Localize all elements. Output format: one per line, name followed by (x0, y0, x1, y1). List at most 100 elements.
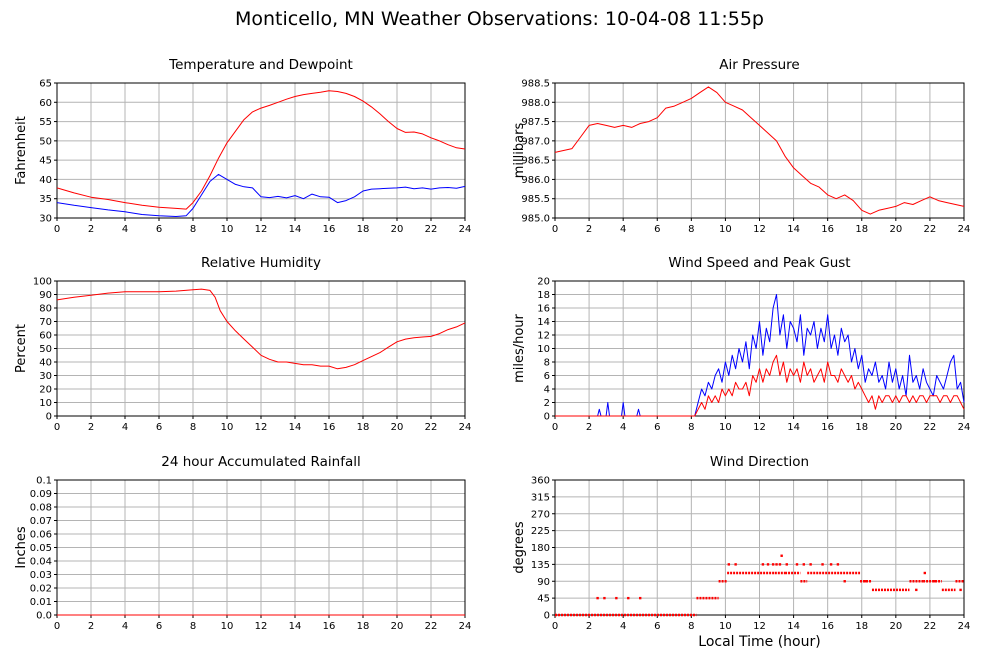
pressure-ytick-label: 985.5 (521, 194, 550, 205)
pressure-title: Air Pressure (719, 57, 799, 73)
direction-ytick-label: 360 (531, 476, 550, 487)
pressure-xtick-label: 8 (688, 224, 694, 235)
direction-point (766, 563, 770, 566)
direction-point (802, 563, 806, 566)
direction-point (596, 596, 599, 600)
humidity-xtick-label: 2 (88, 422, 94, 433)
pressure-series-line-0 (554, 86, 965, 215)
humidity-xtick-label: 24 (459, 422, 472, 433)
direction-ytick-label: 45 (537, 594, 550, 605)
wind-xtick-label: 0 (552, 422, 558, 433)
wind-xtick-label: 8 (688, 422, 694, 433)
wind-xtick-label: 18 (855, 422, 868, 433)
temperature-ytick-label: 60 (39, 98, 52, 109)
rainfall-ytick-label: 0.08 (30, 503, 52, 514)
wind-chart: 0 2 4 6 8 10 12 14 16 18 20 22 2402468101214161820Wi… (512, 255, 970, 433)
humidity-xtick-label: 14 (289, 422, 302, 433)
rainfall-xtick-label: 18 (357, 621, 370, 632)
direction-point (959, 588, 962, 592)
wind-series-line-1 (555, 354, 965, 417)
direction-xtick-label: 12 (753, 621, 766, 632)
direction-ytick-label: 0 (544, 611, 550, 622)
rainfall-xtick-label: 6 (156, 621, 162, 632)
temperature-xtick-label: 18 (357, 224, 370, 235)
wind-ytick-label: 0 (544, 412, 550, 423)
pressure-xtick-label: 14 (787, 224, 800, 235)
humidity-frame (56, 280, 466, 417)
direction-xtick-label: 14 (787, 621, 800, 632)
temperature-xtick-label: 16 (323, 224, 336, 235)
pressure-xtick-label: 18 (855, 224, 868, 235)
rainfall-ytick-label: 0.1 (36, 476, 52, 487)
temperature-title: Temperature and Dewpoint (168, 57, 353, 73)
temperature-xtick-label: 24 (459, 224, 472, 235)
temperature-ytick-label: 50 (39, 136, 52, 147)
wind-xtick-label: 22 (924, 422, 937, 433)
humidity-xtick-label: 20 (391, 422, 404, 433)
rainfall-xtick-label: 22 (425, 621, 438, 632)
temperature-y-axis-label: Fahrenheit (14, 116, 29, 185)
rainfall-xtick-label: 8 (190, 621, 196, 632)
pressure-xtick-label: 16 (821, 224, 834, 235)
wind-xtick-label: 10 (719, 422, 732, 433)
direction-point (809, 563, 812, 566)
humidity-xtick-label: 6 (156, 422, 162, 433)
pressure-xtick-label: 24 (958, 224, 971, 235)
humidity-xtick-label: 16 (323, 422, 336, 433)
humidity-ytick-label: 10 (39, 398, 52, 409)
direction-point (843, 580, 846, 583)
wind-ytick-label: 6 (544, 371, 550, 382)
humidity-ytick-label: 70 (39, 317, 52, 328)
temperature-xtick-label: 2 (88, 224, 94, 235)
direction-point (795, 563, 799, 566)
x-axis-label: Local Time (hour) (698, 634, 821, 650)
wind-xtick-label: 14 (787, 422, 800, 433)
temperature-xtick-label: 22 (425, 224, 438, 235)
wind-ytick-label: 18 (537, 290, 550, 301)
rainfall-chart: 0 2 4 6 8 10 12 14 16 18 20 22 240.00.010.020.030.04… (14, 454, 471, 632)
humidity-xtick-label: 4 (122, 422, 128, 433)
temperature-xtick-label: 10 (221, 224, 234, 235)
humidity-series-line-0 (56, 288, 466, 370)
pressure-xtick-label: 12 (753, 224, 766, 235)
direction-point (627, 596, 630, 600)
pressure-ytick-label: 987.5 (521, 117, 550, 128)
page-title: Monticello, MN Weather Observations: 10-… (234, 8, 764, 30)
humidity-ytick-label: 0 (46, 412, 52, 423)
rainfall-xtick-label: 24 (459, 621, 472, 632)
pressure-chart: 0 2 4 6 8 10 12 14 16 18 20 22 24985.0985.5986.0986.… (512, 57, 970, 235)
humidity-xtick-label: 18 (357, 422, 370, 433)
direction-point (603, 596, 606, 600)
rainfall-xtick-label: 0 (54, 621, 60, 632)
humidity-title: Relative Humidity (201, 255, 321, 271)
temperature-ytick-label: 45 (39, 156, 52, 167)
wind-xtick-label: 24 (958, 422, 971, 433)
humidity-y-axis-label: Percent (14, 324, 29, 373)
rainfall-ytick-label: 0.03 (30, 570, 52, 581)
rainfall-ytick-label: 0.02 (30, 584, 52, 595)
direction-point (771, 563, 775, 566)
rainfall-xtick-label: 2 (88, 621, 94, 632)
rainfall-xtick-label: 14 (289, 621, 302, 632)
humidity-ytick-label: 60 (39, 331, 52, 342)
rainfall-xtick-label: 12 (255, 621, 268, 632)
rainfall-ytick-label: 0.09 (30, 489, 52, 500)
humidity-xtick-label: 10 (221, 422, 234, 433)
pressure-ytick-label: 988.0 (521, 98, 550, 109)
direction-chart: 0 2 4 6 8 10 12 14 16 18 20 22 240459013518022527031… (512, 454, 970, 632)
pressure-ytick-label: 988.5 (521, 79, 550, 90)
pressure-xtick-label: 20 (889, 224, 902, 235)
temperature-ytick-label: 35 (39, 194, 52, 205)
wind-ytick-label: 14 (537, 317, 550, 328)
direction-xtick-label: 6 (654, 621, 660, 632)
direction-xtick-label: 18 (855, 621, 868, 632)
wind-xtick-label: 6 (654, 422, 660, 433)
direction-frame (554, 479, 965, 616)
direction-ytick-label: 90 (537, 577, 550, 588)
humidity-ytick-label: 30 (39, 371, 52, 382)
direction-xtick-label: 24 (958, 621, 971, 632)
pressure-frame (554, 82, 965, 219)
rainfall-ytick-label: 0.01 (30, 597, 52, 608)
humidity-ytick-label: 20 (39, 385, 52, 396)
direction-ytick-label: 270 (531, 509, 550, 520)
